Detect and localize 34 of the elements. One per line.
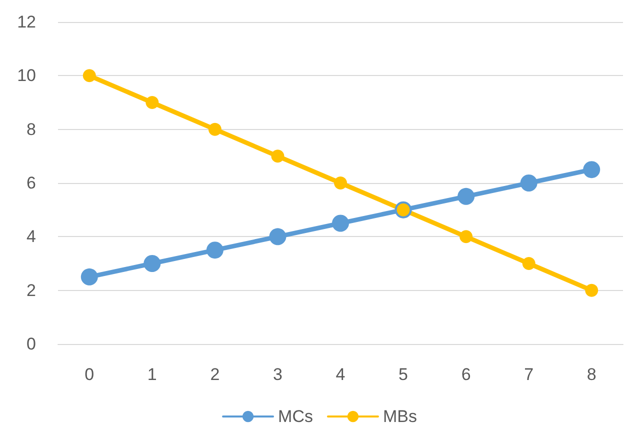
point [332,214,349,232]
x-tick-label: 6 [461,365,471,384]
x-tick-label: 5 [398,365,408,384]
y-tick-label: 8 [26,120,36,139]
point [458,188,475,205]
y-tick-label: 6 [26,174,36,192]
point [269,228,286,246]
point [208,122,222,136]
point [585,284,598,297]
x-tick-label: 2 [210,365,220,384]
point [522,257,536,270]
y-tick-label: 0 [26,334,36,354]
point [82,69,96,82]
y-tick-label: 2 [26,280,36,300]
y-tick-label: 12 [17,12,36,32]
y-tick-label: 4 [26,227,36,246]
point [583,161,600,178]
point [334,176,347,190]
x-tick-label: 7 [524,365,534,384]
point [271,150,284,163]
x-tick-label: 1 [147,365,157,384]
point [520,174,538,192]
point [206,242,224,259]
x-tick-label: 8 [586,365,596,384]
x-tick-label: 0 [84,365,94,384]
legend-label: MCs [278,407,313,426]
point [146,96,159,109]
point [460,230,473,244]
legend-label: MBs [382,407,417,426]
y-tick-label: 10 [17,66,36,86]
point [144,255,161,272]
point [80,268,98,286]
x-tick-label: 4 [336,365,346,384]
x-tick-label: 3 [272,365,282,384]
